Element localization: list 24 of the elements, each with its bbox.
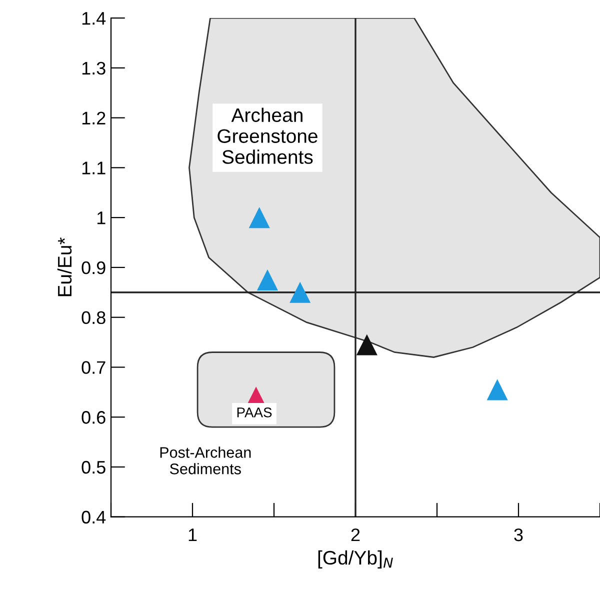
annotation: PAAS — [237, 407, 272, 418]
x-tick-label: 3 — [514, 528, 523, 542]
point — [356, 334, 378, 356]
point — [290, 282, 311, 303]
y-axis-title: Eu/Eu* — [57, 237, 72, 296]
y-tick-label: 1.3 — [82, 62, 106, 75]
x-tick-label: 2 — [351, 528, 360, 542]
y-tick-label: 0.9 — [82, 261, 106, 274]
y-tick-label: 0.7 — [82, 361, 106, 374]
y-tick-label: 1 — [97, 212, 106, 224]
x-axis-title: [Gd/Yb]$_{N}$ — [318, 550, 393, 568]
y-tick-label: 1.1 — [82, 162, 106, 174]
y-tick-label: 1.4 — [82, 12, 106, 25]
point — [486, 379, 508, 400]
y-tick-label: 0.4 — [82, 510, 106, 524]
y-tick-label: 0.8 — [82, 311, 106, 324]
y-tick-label: 0.5 — [82, 460, 106, 474]
annotation: Archean Greenstone Sediments — [218, 108, 318, 164]
y-tick-label: 1.2 — [82, 112, 106, 124]
annotation: Post-Archean Sediments — [160, 446, 251, 474]
point — [248, 207, 270, 228]
point — [256, 269, 278, 290]
y-tick-label: 0.6 — [82, 411, 106, 424]
x-tick-label: 1 — [188, 528, 197, 542]
